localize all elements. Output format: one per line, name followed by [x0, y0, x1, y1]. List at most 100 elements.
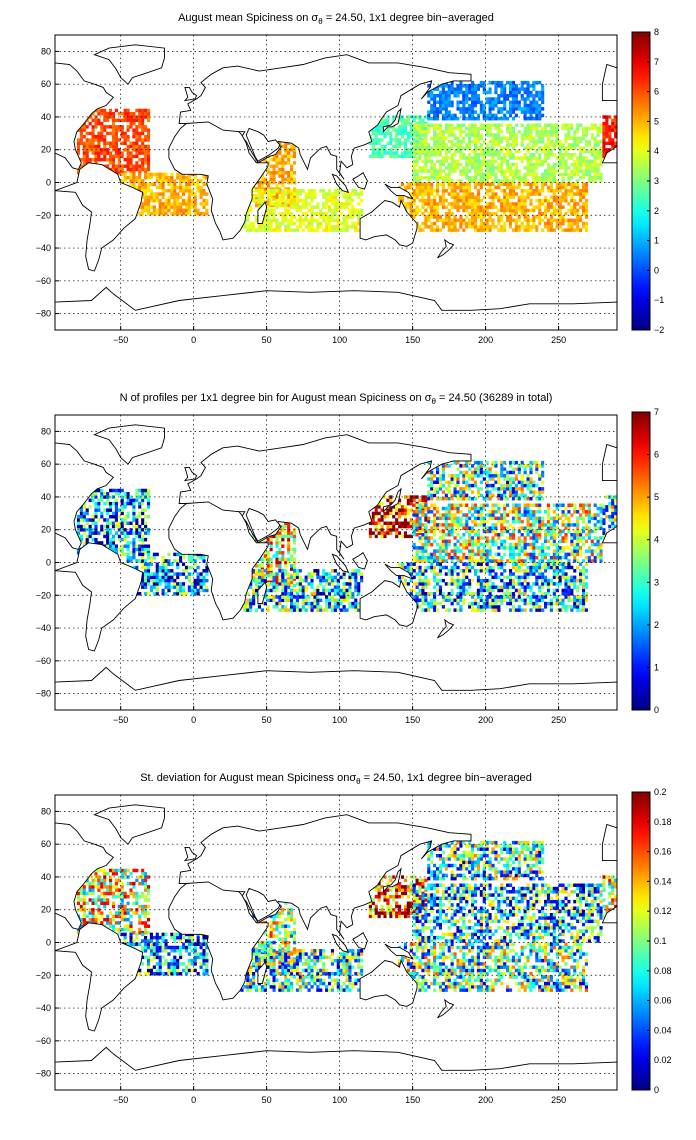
data-cell	[508, 107, 513, 111]
data-cell	[120, 518, 124, 522]
data-cell	[176, 565, 180, 570]
data-cell	[322, 212, 326, 216]
data-cell	[164, 592, 168, 596]
data-cell	[360, 208, 364, 213]
data-cell	[327, 588, 332, 593]
data-cell	[354, 608, 358, 612]
data-cell	[497, 166, 501, 170]
data-cell	[333, 208, 337, 213]
data-cell	[167, 562, 171, 566]
data-cell	[269, 177, 273, 182]
data-cell	[82, 125, 86, 129]
data-cell	[549, 143, 553, 147]
data-cell	[488, 477, 492, 481]
data-cell	[109, 488, 113, 493]
data-cell	[424, 215, 428, 219]
data-cell	[82, 524, 86, 529]
data-cell	[441, 182, 445, 186]
data-cell	[152, 572, 156, 576]
data-cell	[100, 488, 104, 493]
data-cell	[327, 215, 332, 219]
data-cell	[497, 123, 501, 127]
data-cell	[287, 578, 291, 583]
data-cell	[272, 171, 276, 175]
data-cell	[532, 169, 536, 173]
data-cell	[281, 544, 285, 548]
data-cell	[476, 490, 480, 494]
data-cell	[301, 198, 305, 203]
data-cell	[508, 483, 513, 488]
data-cell	[523, 225, 527, 229]
data-cell	[187, 572, 191, 576]
data-cell	[555, 185, 559, 190]
data-cell	[292, 557, 297, 562]
data-cell	[596, 133, 600, 137]
data-cell	[325, 212, 329, 216]
data-cell	[520, 159, 524, 164]
data-cell	[430, 477, 434, 481]
data-cell	[319, 592, 323, 596]
data-cell	[497, 179, 501, 183]
data-cell	[263, 554, 267, 558]
data-cell	[444, 172, 448, 177]
data-cell	[482, 159, 486, 164]
data-cell	[400, 118, 405, 123]
data-cell	[281, 184, 285, 188]
data-cell	[176, 562, 180, 566]
data-cell	[398, 131, 402, 136]
data-cell	[348, 585, 352, 589]
data-cell	[193, 182, 197, 186]
data-cell	[132, 541, 136, 545]
data-cell	[272, 189, 276, 193]
data-cell	[380, 138, 384, 142]
data-cell	[400, 505, 405, 509]
data-cell	[503, 100, 507, 105]
data-cell	[94, 144, 98, 149]
data-cell	[310, 215, 314, 219]
data-cell	[473, 156, 478, 160]
data-cell	[409, 192, 413, 196]
data-cell	[532, 80, 536, 85]
data-cell	[132, 148, 136, 152]
data-cell	[511, 205, 516, 209]
data-cell	[120, 524, 124, 529]
data-cell	[120, 154, 124, 159]
data-cell	[523, 80, 527, 85]
data-cell	[576, 218, 580, 223]
data-cell	[473, 97, 478, 101]
data-cell	[88, 531, 92, 535]
data-cell	[476, 136, 480, 141]
data-cell	[511, 195, 516, 200]
data-cell	[79, 134, 83, 139]
data-cell	[602, 128, 606, 132]
data-cell	[275, 202, 279, 206]
data-cell	[91, 141, 95, 146]
data-cell	[473, 470, 478, 475]
data-cell	[593, 123, 597, 127]
data-cell	[389, 495, 393, 499]
data-cell	[301, 228, 305, 232]
data-cell	[511, 496, 516, 501]
data-cell	[304, 225, 308, 229]
data-cell	[146, 128, 151, 132]
data-cell	[120, 151, 124, 155]
data-cell	[141, 498, 145, 503]
data-cell	[529, 103, 533, 108]
data-cell	[508, 87, 513, 91]
data-cell	[161, 555, 165, 560]
data-cell	[403, 148, 407, 152]
data-cell	[292, 205, 297, 209]
data-cell	[465, 202, 469, 206]
data-cell	[497, 182, 501, 186]
data-cell	[97, 118, 101, 123]
data-cell	[158, 192, 162, 196]
data-cell	[114, 508, 118, 512]
data-cell	[374, 524, 378, 529]
data-cell	[438, 139, 443, 144]
data-cell	[529, 166, 533, 170]
data-cell	[415, 179, 419, 183]
data-cell	[94, 541, 98, 545]
data-cell	[438, 94, 443, 98]
data-cell	[269, 225, 273, 229]
data-cell	[546, 179, 551, 183]
